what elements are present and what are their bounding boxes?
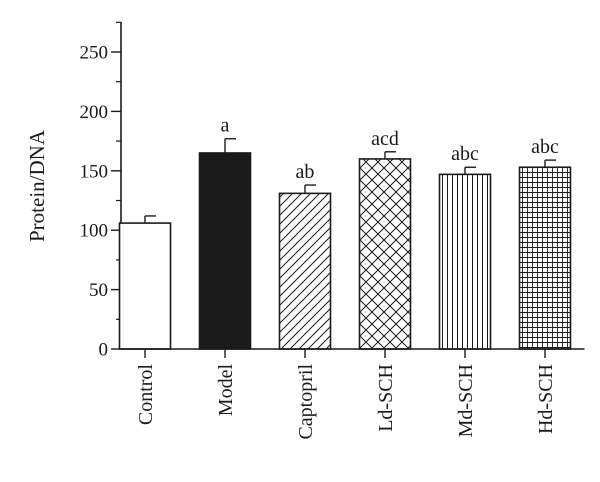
bar-control [118,222,172,350]
bar-model [198,152,252,350]
x-tick-label-model: Model [215,364,237,417]
y-tick-label-100: 100 [80,221,109,242]
significance-label-captopril: ab [296,161,315,183]
x-tick-label-md-sch: Md-SCH [455,364,477,437]
significance-label-ld-sch: acd [371,128,399,150]
x-tick-label-control: Control [135,364,157,426]
plot-area: 0 50 100 150 200 250 Control a Model ab Captopril a… [80,21,585,440]
x-tick-label-ld-sch: Ld-SCH [375,364,397,432]
bar-ld-sch [358,158,412,350]
significance-label-md-sch: abc [451,143,479,165]
significance-label-hd-sch: abc [531,136,559,158]
y-tick-label-150: 150 [80,161,109,182]
x-tick-label-hd-sch: Hd-SCH [535,364,557,434]
significance-label-model: a [221,115,230,137]
x-tick-label-captopril: Captopril [295,364,317,440]
y-tick-label-200: 200 [80,102,109,123]
y-tick-label-0: 0 [99,340,109,361]
y-tick-label-250: 250 [80,43,109,64]
bar-hd-sch [518,166,572,350]
bar-md-sch [438,173,492,350]
y-tick-label-50: 50 [89,280,108,301]
bar-captopril [278,192,332,350]
y-axis-label: Protein/DNA [25,129,49,242]
